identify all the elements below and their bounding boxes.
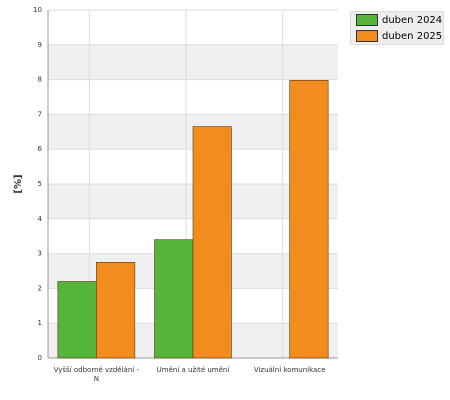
y-tick-label: 10 — [33, 6, 42, 14]
grid-band — [48, 44, 338, 80]
y-tick-label: 5 — [38, 180, 42, 188]
x-tick-label: Vizuální komunikace — [253, 366, 326, 374]
x-tick-label: Vyšší odborné vzdělání - N — [53, 366, 139, 383]
legend: duben 2024 duben 2025 — [350, 11, 444, 45]
bar — [289, 79, 329, 359]
y-tick-label: 6 — [38, 145, 43, 153]
bar — [96, 261, 136, 359]
legend-label: duben 2025 — [382, 30, 443, 42]
bar — [192, 126, 232, 359]
y-tick-label: 3 — [38, 250, 42, 258]
y-tick-label: 2 — [38, 284, 42, 292]
x-tick-label: Umění a užité umění — [156, 366, 230, 374]
legend-item: duben 2025 — [351, 28, 443, 44]
y-tick-label: 7 — [38, 110, 42, 118]
y-tick-label: 8 — [38, 76, 42, 84]
y-axis-title: [%] — [13, 174, 24, 193]
legend-label: duben 2024 — [382, 14, 443, 26]
y-tick-label: 4 — [38, 215, 43, 223]
bar — [154, 239, 194, 359]
legend-item: duben 2024 — [351, 12, 443, 28]
y-tick-label: 1 — [38, 319, 42, 327]
legend-swatch — [356, 14, 378, 26]
y-tick-label: 9 — [38, 41, 42, 49]
bar — [57, 281, 97, 359]
y-tick-label: 0 — [38, 354, 42, 362]
legend-swatch — [356, 30, 378, 42]
